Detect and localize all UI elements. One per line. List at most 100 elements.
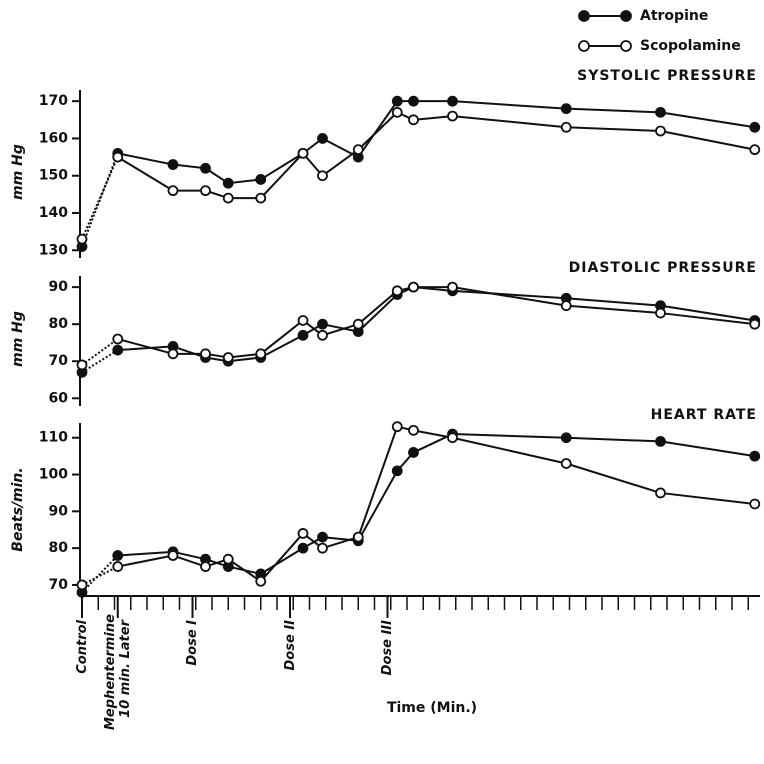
- y-tick-label: 80: [49, 540, 69, 556]
- data-point: [391, 285, 403, 297]
- series-segment: [566, 304, 661, 315]
- y-tick-label: 150: [39, 168, 68, 184]
- series-segment: [322, 536, 359, 550]
- data-point: [255, 348, 267, 360]
- legend-marker: [620, 10, 632, 22]
- series-segment: [566, 107, 661, 114]
- y-tick-label: 100: [39, 467, 68, 483]
- data-point: [655, 307, 666, 319]
- data-point: [167, 550, 179, 561]
- series-segment: [566, 297, 661, 307]
- series-segment: [566, 436, 661, 443]
- data-point: [112, 344, 124, 356]
- data-point: [222, 553, 234, 565]
- y-tick-label: 130: [39, 242, 68, 258]
- data-point: [167, 159, 179, 170]
- panel-title: DIASTOLIC PRESSURE: [569, 260, 757, 276]
- series-segment: [660, 111, 755, 129]
- y-tick-label: 140: [39, 205, 68, 221]
- data-point: [560, 432, 572, 444]
- series-segment: [357, 111, 398, 151]
- y-tick-label: 80: [49, 316, 69, 332]
- series-segment: [81, 554, 119, 594]
- series-segment: [172, 163, 206, 170]
- series-segment: [452, 115, 567, 129]
- data-point: [655, 125, 666, 137]
- data-point: [749, 121, 761, 133]
- series-segment: [452, 289, 567, 300]
- data-point: [297, 528, 309, 539]
- series-segment: [117, 338, 174, 355]
- series-segment: [321, 148, 359, 177]
- y-tick-label: 160: [39, 130, 68, 146]
- y-tick-label: 90: [49, 503, 69, 519]
- x-tick-label: Control: [74, 620, 90, 674]
- data-point: [408, 424, 419, 436]
- series-segment: [260, 547, 304, 575]
- data-point: [749, 450, 761, 462]
- series-segment: [81, 338, 119, 366]
- series-segment: [660, 440, 755, 458]
- data-point: [222, 352, 234, 363]
- series-segment: [452, 286, 567, 307]
- y-tick-label: 70: [49, 353, 69, 369]
- data-point: [255, 575, 267, 587]
- series-segment: [117, 550, 174, 557]
- data-point: [200, 348, 211, 360]
- series-segment: [228, 178, 261, 185]
- data-point: [749, 144, 761, 156]
- data-point: [112, 333, 124, 345]
- legend-label: Scopolamine: [640, 38, 741, 54]
- data-point: [352, 531, 364, 543]
- data-point: [200, 185, 211, 197]
- y-tick-label: 170: [39, 93, 68, 109]
- series-segment: [413, 115, 453, 121]
- legend-marker: [620, 40, 632, 52]
- x-axis-label: Time (Min.): [387, 700, 477, 716]
- y-tick-label: 70: [49, 577, 69, 593]
- series-segment: [566, 126, 661, 132]
- data-point: [222, 192, 234, 204]
- data-point: [200, 162, 211, 174]
- data-point: [749, 498, 761, 510]
- y-tick-label: 90: [49, 279, 69, 295]
- series-segment: [81, 156, 119, 240]
- series-segment: [81, 565, 119, 586]
- series-segment: [172, 550, 206, 561]
- data-point: [391, 106, 403, 118]
- series-segment: [660, 304, 755, 322]
- data-point: [297, 315, 309, 326]
- series-segment: [228, 352, 261, 359]
- series-segment: [357, 290, 398, 325]
- series-segment: [81, 153, 119, 247]
- series-segment: [228, 356, 261, 363]
- data-point: [317, 531, 328, 543]
- legend-marker: [578, 10, 590, 22]
- y-axis-label: mm Hg: [10, 311, 26, 367]
- data-point: [560, 300, 572, 312]
- data-point: [222, 177, 234, 189]
- data-point: [297, 329, 309, 341]
- series-segment: [357, 293, 398, 333]
- data-point: [76, 233, 88, 245]
- data-point: [447, 110, 458, 122]
- y-tick-label: 60: [49, 390, 69, 406]
- series-segment: [565, 462, 661, 494]
- series-segment: [260, 334, 304, 359]
- panel-title: SYSTOLIC PRESSURE: [577, 68, 757, 84]
- data-point: [560, 458, 572, 469]
- x-tick-label: Dose II: [282, 620, 298, 671]
- series-segment: [117, 554, 174, 568]
- data-point: [560, 121, 572, 133]
- data-point: [167, 185, 179, 197]
- data-point: [391, 95, 403, 107]
- series-segment: [452, 436, 567, 465]
- data-point: [655, 487, 666, 499]
- series-segment: [227, 558, 262, 583]
- data-point: [560, 103, 572, 115]
- data-point: [297, 147, 309, 159]
- series-segment: [322, 323, 359, 337]
- data-point: [408, 281, 419, 293]
